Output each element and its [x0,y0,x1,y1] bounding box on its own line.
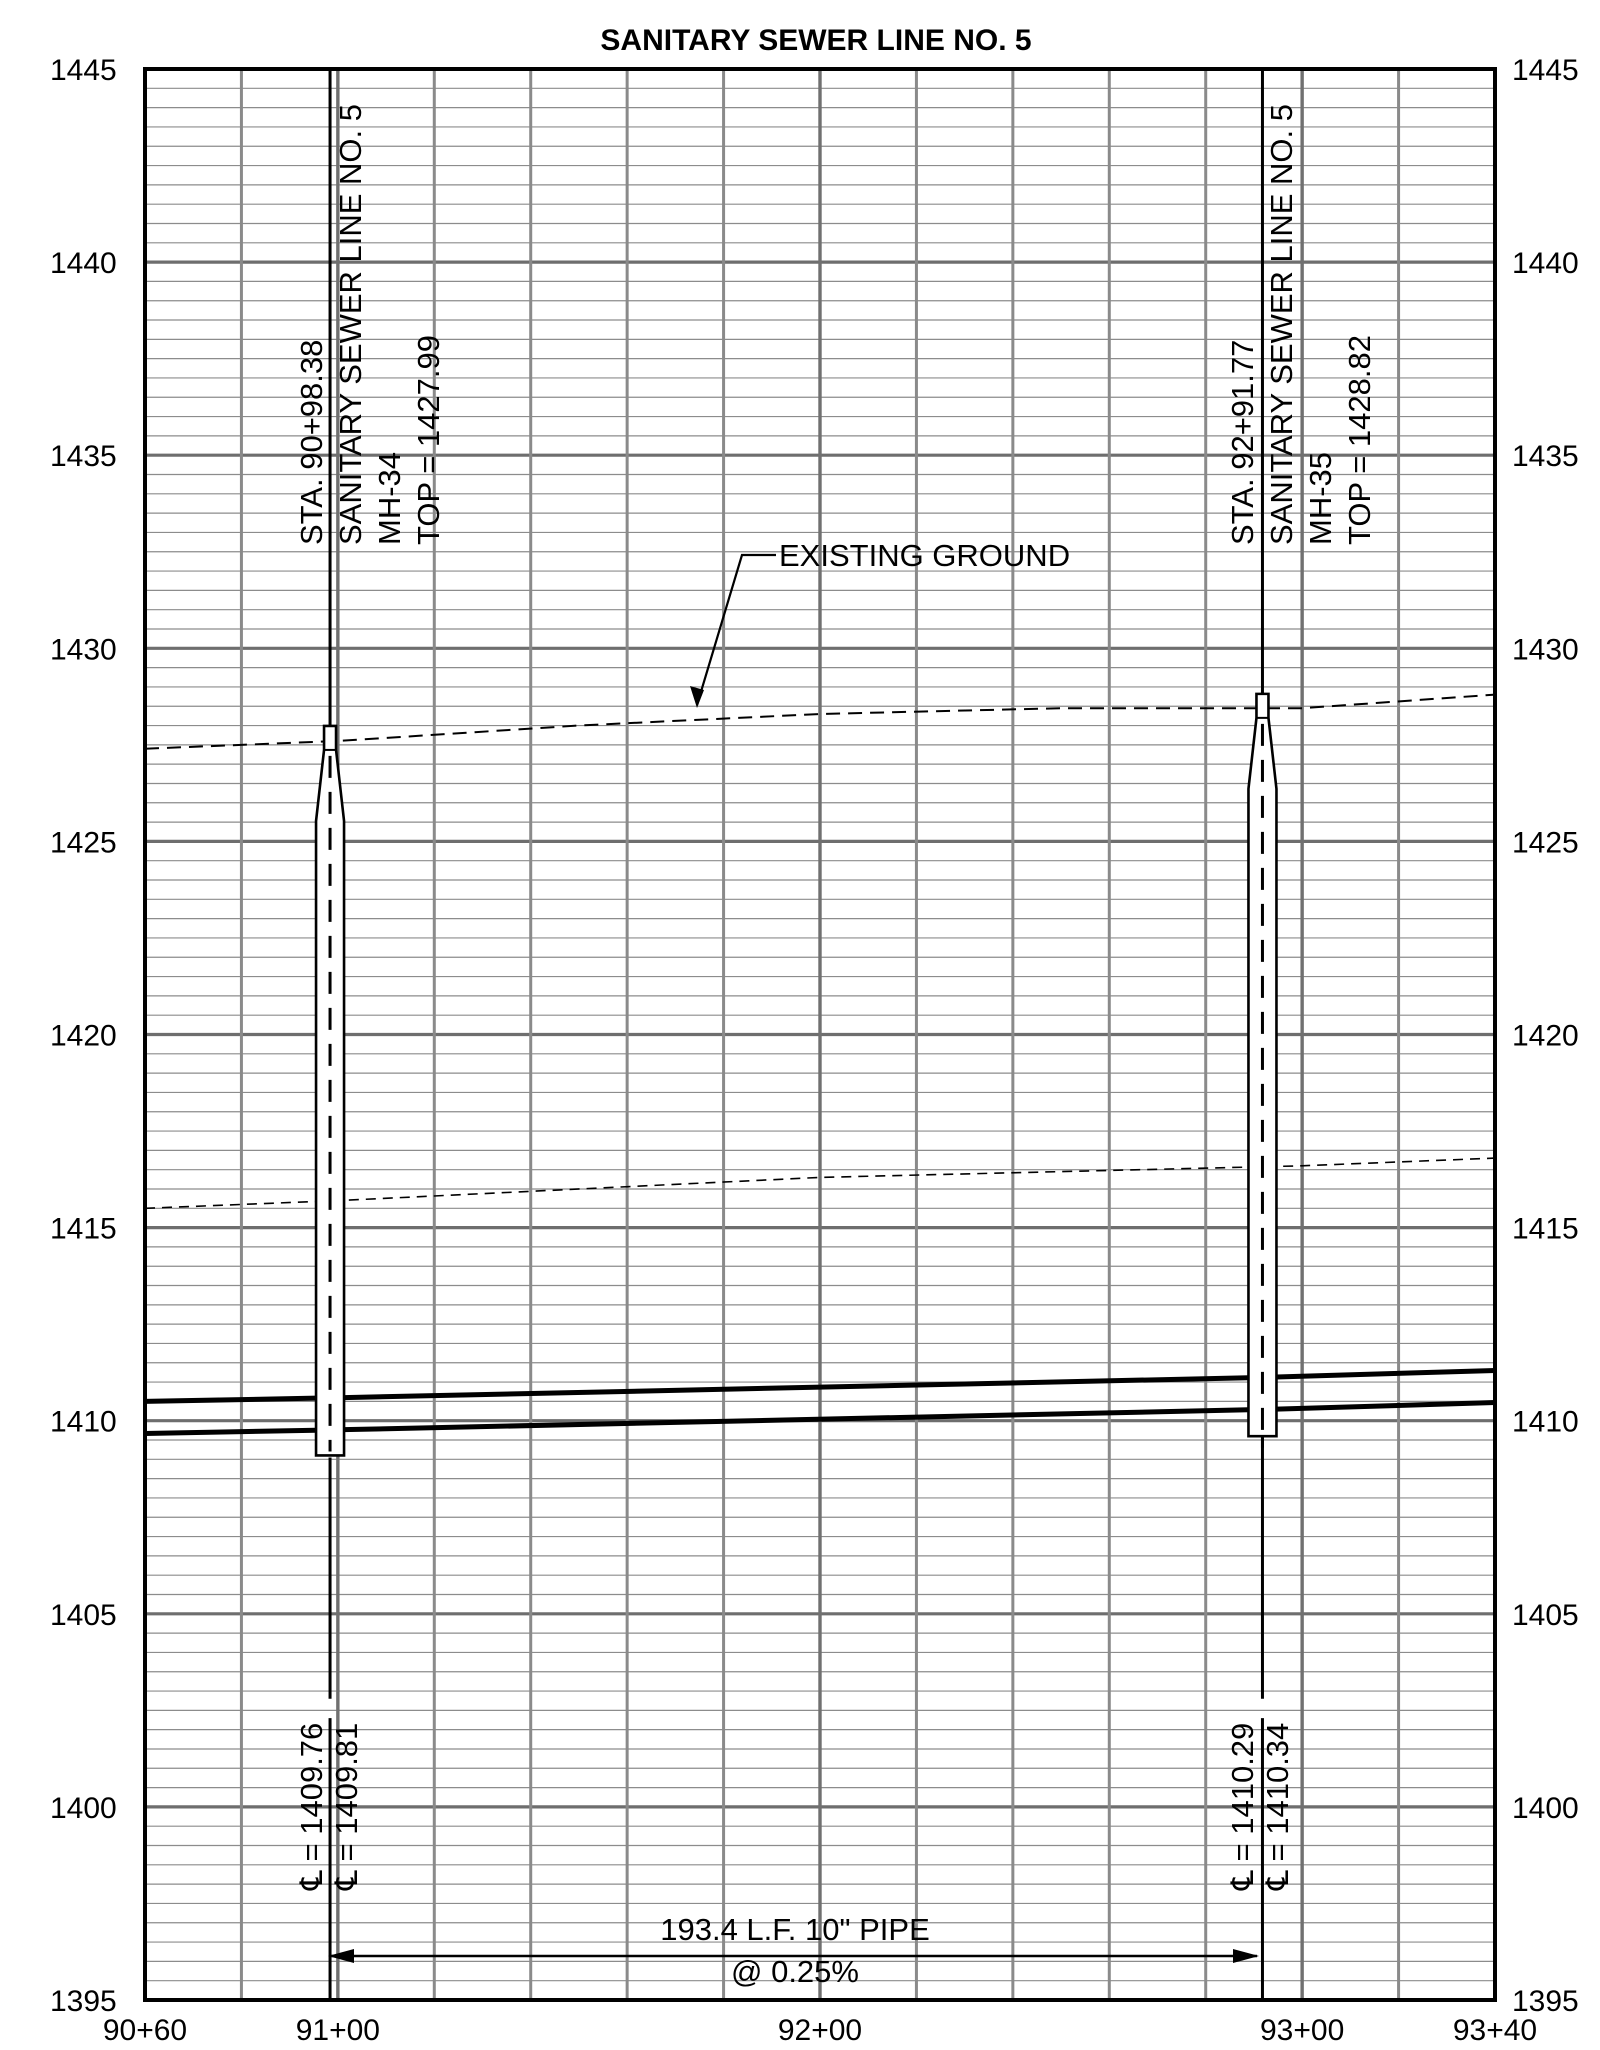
elevation-label-left: 1430 [50,633,117,666]
mh-34-labels: STA. 90+98.38 SANITARY SEWER LINE NO. 5 … [294,104,446,1891]
elevation-label-right: 1430 [1512,633,1579,666]
station-label: 93+40 [1453,2014,1537,2047]
mh-35-id-text: MH-35 [1303,452,1338,545]
elevation-label-left: 1440 [50,247,117,280]
manhole-35 [1247,69,1278,2000]
elevation-label-left: 1420 [50,1020,117,1053]
profile-title: SANITARY SEWER LINE NO. 5 [600,24,1031,57]
pipe-crown-line [144,1395,317,1404]
pipe-dimension-arrow-left [328,1949,354,1963]
elevation-label-left: 1400 [50,1792,117,1825]
profile-lines [144,693,1496,1436]
manhole-34 [314,69,346,2000]
pipe-invert-line [144,1427,317,1436]
existing-ground-label: EXISTING GROUND [779,538,1070,573]
mh-34-line-text: SANITARY SEWER LINE NO. 5 [333,104,368,545]
elevation-label-left: 1405 [50,1599,117,1632]
station-label: 90+60 [103,2014,187,2047]
station-label: 93+00 [1260,2014,1344,2047]
elevation-label-right: 1410 [1512,1406,1579,1439]
elevation-label-right: 1415 [1512,1213,1579,1246]
existing-ground-arrowhead [690,686,704,708]
elevation-label-right: 1405 [1512,1599,1579,1632]
elevation-label-left: 1435 [50,440,117,473]
elevation-label-right: 1435 [1512,440,1579,473]
mh-35-invert-out-text: ℄ = 1410.34 [1260,1723,1295,1891]
reference-profile-line [144,1157,1496,1210]
pipe-crown-line [1276,1367,1496,1380]
elevation-label-right: 1400 [1512,1792,1579,1825]
existing-ground-leader [695,553,776,706]
axis-labels: 1445 1445 1440 1440 1435 1435 1430 1430 1425 1425… [50,54,1579,2047]
elevation-label-right: 1420 [1512,1020,1579,1053]
mh-35-top-text: TOP = 1428.82 [1342,335,1377,545]
pipe-length-text: 193.4 L.F. 10" PIPE [660,1912,930,1947]
mh-34-id-text: MH-34 [372,452,407,545]
mh-35-line-text: SANITARY SEWER LINE NO. 5 [1264,104,1299,545]
pipe-dimension: 193.4 L.F. 10" PIPE @ 0.25% [328,1912,1259,1989]
station-label: 92+00 [778,2014,862,2047]
pipe-crown-line [343,1375,1249,1401]
mh-34-invert-out-text: ℄ = 1409.81 [329,1723,364,1891]
elevation-label-right: 1440 [1512,247,1579,280]
elevation-label-left: 1395 [50,1985,117,2018]
mh-34-station-text: STA. 90+98.38 [294,340,329,545]
mh-34-top-text: TOP = 1427.99 [411,335,446,545]
elevation-label-left: 1425 [50,826,117,859]
elevation-label-left: 1445 [50,54,117,87]
elevation-label-right: 1425 [1512,826,1579,859]
pipe-invert-line [1276,1400,1496,1412]
mh-34-invert-in-text: ℄ = 1409.76 [294,1723,329,1891]
mh-35-labels: STA. 92+91.77 SANITARY SEWER LINE NO. 5 … [1225,104,1377,1891]
elevation-label-right: 1445 [1512,54,1579,87]
mh-35-station-text: STA. 92+91.77 [1225,340,1260,545]
mh-35-invert-in-text: ℄ = 1410.29 [1225,1723,1260,1891]
station-label: 91+00 [296,2014,380,2047]
profile-frame [143,67,1497,2002]
pipe-invert-line [343,1407,1249,1433]
elevation-label-left: 1415 [50,1213,117,1246]
manholes [314,69,1278,2000]
elevation-label-left: 1410 [50,1406,117,1439]
pipe-slope-text: @ 0.25% [731,1954,859,1989]
pipe-dimension-arrow-right [1233,1949,1259,1963]
existing-ground-callout: EXISTING GROUND [690,538,1070,708]
elevation-label-right: 1395 [1512,1985,1579,2018]
